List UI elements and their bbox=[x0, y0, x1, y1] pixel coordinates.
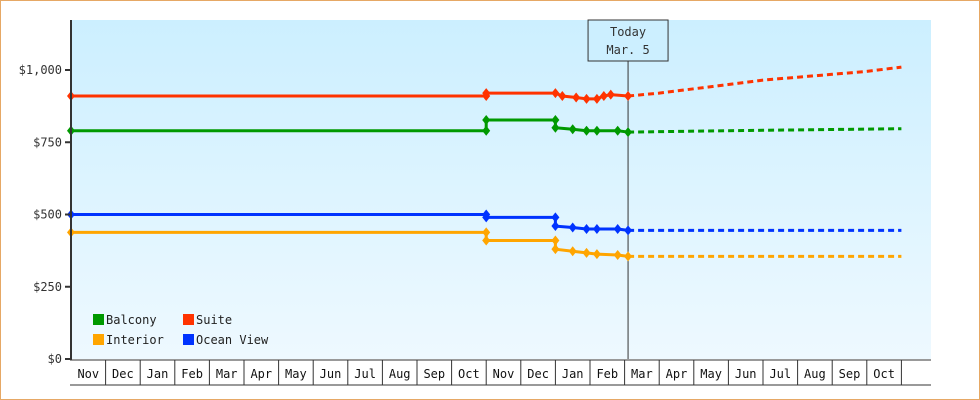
y-tick-label: $250 bbox=[33, 280, 62, 294]
x-tick-label: Sep bbox=[423, 367, 445, 381]
forecast-line bbox=[628, 127, 902, 134]
data-point bbox=[613, 249, 622, 260]
data-point bbox=[624, 225, 633, 236]
series-interior bbox=[67, 227, 902, 262]
x-tick-label: Oct bbox=[873, 367, 895, 381]
data-point bbox=[568, 222, 577, 233]
x-tick-label: Nov bbox=[77, 367, 99, 381]
x-tick-label: Jan bbox=[147, 367, 169, 381]
x-tick-label: Feb bbox=[596, 367, 618, 381]
series-ocean-view bbox=[67, 209, 902, 236]
x-tick-label: May bbox=[285, 367, 307, 381]
data-point bbox=[606, 89, 615, 100]
data-point bbox=[482, 88, 491, 99]
y-axis: $0 $250 $500 $750 $1,000 bbox=[19, 20, 72, 366]
y-tick-label: $500 bbox=[33, 208, 62, 222]
data-point bbox=[551, 114, 560, 125]
data-point bbox=[599, 91, 608, 102]
data-point bbox=[551, 88, 560, 99]
series-suite bbox=[67, 65, 902, 104]
legend-item-interior: Interior bbox=[93, 333, 164, 347]
x-tick-label: Jul bbox=[769, 367, 791, 381]
data-point bbox=[582, 223, 591, 234]
y-tick-label: $0 bbox=[48, 352, 62, 366]
x-tick-label: May bbox=[700, 367, 722, 381]
legend-swatch bbox=[183, 314, 194, 325]
data-point bbox=[568, 124, 577, 135]
legend-label: Ocean View bbox=[196, 333, 269, 347]
data-point bbox=[482, 114, 491, 125]
data-point bbox=[551, 212, 560, 223]
series-lines bbox=[67, 65, 902, 262]
y-tick-label: $1,000 bbox=[19, 63, 62, 77]
x-axis: Nov Dec Jan Feb Mar Apr May Jun Jul Aug Sep Oct Nov D… bbox=[70, 359, 931, 386]
legend-item-balcony: Balcony bbox=[93, 313, 157, 327]
data-point bbox=[558, 91, 567, 102]
x-tick-label: Apr bbox=[250, 367, 272, 381]
data-point bbox=[592, 249, 601, 260]
x-tick-label: Apr bbox=[666, 367, 688, 381]
forecast-line bbox=[627, 65, 902, 98]
x-tick-label: Dec bbox=[527, 367, 549, 381]
data-point bbox=[482, 227, 491, 238]
x-tick-label: Jan bbox=[562, 367, 584, 381]
legend-label: Suite bbox=[196, 313, 232, 327]
history-line bbox=[71, 118, 629, 134]
legend-label: Interior bbox=[106, 333, 164, 347]
data-point bbox=[613, 125, 622, 136]
series-balcony bbox=[67, 114, 902, 138]
data-point bbox=[613, 223, 622, 234]
data-point bbox=[582, 247, 591, 258]
today-label: Today bbox=[610, 25, 646, 39]
x-tick-label: Mar bbox=[216, 367, 238, 381]
y-tick-label: $750 bbox=[33, 135, 62, 149]
data-point bbox=[482, 125, 491, 136]
today-date: Mar. 5 bbox=[606, 43, 649, 57]
data-point bbox=[551, 235, 560, 246]
data-point bbox=[551, 221, 560, 232]
data-point bbox=[582, 125, 591, 136]
x-tick-label: Jul bbox=[354, 367, 376, 381]
data-point bbox=[592, 125, 601, 136]
data-point bbox=[592, 223, 601, 234]
plot-area bbox=[71, 20, 931, 359]
data-point bbox=[624, 127, 633, 138]
x-tick-label: Aug bbox=[389, 367, 411, 381]
x-tick-label: Nov bbox=[493, 367, 515, 381]
x-tick-label: Feb bbox=[181, 367, 203, 381]
data-point bbox=[482, 235, 491, 246]
legend-swatch bbox=[93, 334, 104, 345]
data-point bbox=[568, 246, 577, 257]
data-point bbox=[624, 251, 633, 262]
data-point bbox=[624, 91, 633, 102]
data-point bbox=[582, 93, 591, 104]
x-tick-label: Jun bbox=[320, 367, 342, 381]
x-tick-label: Mar bbox=[631, 367, 653, 381]
x-tick-label: Sep bbox=[839, 367, 861, 381]
x-tick-label: Oct bbox=[458, 367, 480, 381]
data-point bbox=[551, 244, 560, 255]
legend-label: Balcony bbox=[106, 313, 157, 327]
legend-item-ocean-view: Ocean View bbox=[183, 333, 269, 347]
today-label-box bbox=[587, 19, 669, 62]
x-tick-label: Aug bbox=[804, 367, 826, 381]
x-tick-label: Jun bbox=[735, 367, 757, 381]
today-marker: Today Mar. 5 bbox=[587, 19, 669, 359]
data-point bbox=[482, 212, 491, 223]
data-point bbox=[551, 122, 560, 133]
legend-swatch bbox=[93, 314, 104, 325]
legend-item-suite: Suite bbox=[183, 313, 232, 327]
data-point bbox=[572, 92, 581, 103]
legend-swatch bbox=[183, 334, 194, 345]
x-tick-label: Dec bbox=[112, 367, 134, 381]
legend: Balcony Suite Interior Ocean View bbox=[93, 313, 269, 347]
data-point bbox=[592, 93, 601, 104]
